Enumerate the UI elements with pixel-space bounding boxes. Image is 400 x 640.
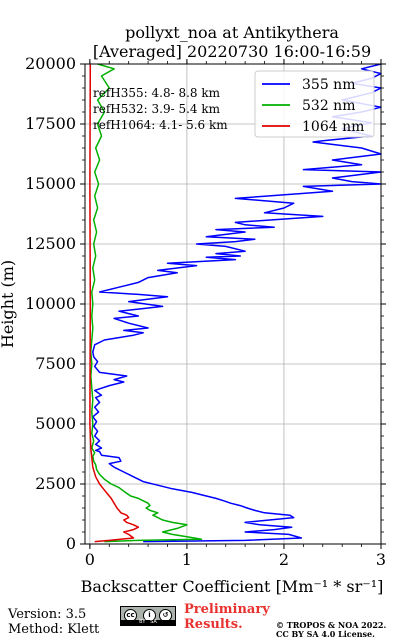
y-tick-label: 10000 bbox=[25, 294, 76, 313]
y-axis-label: Height (m) bbox=[0, 260, 17, 348]
legend-box bbox=[254, 70, 375, 138]
y-tick-label: 12500 bbox=[25, 234, 76, 253]
x-tick-label: 1 bbox=[182, 550, 192, 569]
y-tick-label: 0 bbox=[66, 534, 76, 553]
legend-label: 532 nm bbox=[302, 98, 355, 114]
y-tick-label: 7500 bbox=[35, 354, 76, 373]
y-tick-label: 5000 bbox=[35, 414, 76, 433]
chart-subtitle: [Averaged] 20220730 16:00-16:59 bbox=[93, 42, 371, 61]
x-tick-label: 3 bbox=[376, 550, 386, 569]
series-line-355-nm bbox=[92, 63, 382, 543]
reference-height-label: refH355: 4.8- 8.8 km bbox=[93, 86, 221, 100]
y-tick-label: 15000 bbox=[25, 174, 76, 193]
legend: 355 nm 532 nm 1064 nm bbox=[254, 70, 375, 138]
legend-label: 1064 nm bbox=[302, 119, 364, 135]
version-text: Version: 3.5 bbox=[8, 607, 87, 622]
legend-label: 355 nm bbox=[302, 77, 355, 93]
copyright-text: © TROPOS & NOA 2022. bbox=[276, 620, 387, 630]
preliminary-line-1: Preliminary bbox=[184, 602, 270, 617]
method-text: Method: Klett bbox=[8, 622, 100, 637]
preliminary-line-2: Results. bbox=[184, 617, 243, 632]
x-tick-label: 2 bbox=[279, 550, 289, 569]
series-lines bbox=[89, 63, 382, 543]
reference-height-annotations: refH355: 4.8- 8.8 km refH532: 3.9- 5.4 km… bbox=[93, 86, 228, 132]
x-tick-label: 0 bbox=[85, 550, 95, 569]
y-tick-label: 17500 bbox=[25, 114, 76, 133]
chart-title: pollyxt_noa at Antikythera bbox=[125, 23, 339, 42]
series-line-532-nm bbox=[90, 63, 203, 543]
series-line-1064-nm bbox=[89, 63, 140, 543]
x-axis-label: Backscatter Coefficient [Mm⁻¹ * sr⁻¹] bbox=[81, 577, 384, 596]
lidar-profile-chart: pollyxt_noa at Antikythera [Averaged] 20… bbox=[0, 23, 386, 596]
reference-height-label: refH532: 3.9- 5.4 km bbox=[93, 102, 221, 116]
y-tick-label: 2500 bbox=[35, 474, 76, 493]
y-tick-label: 20000 bbox=[25, 54, 76, 73]
cc-by-sa-logo: cc i ↺ BY SA bbox=[120, 606, 176, 626]
license-text: CC BY SA 4.0 License. bbox=[276, 629, 375, 639]
preliminary-results: Preliminary Results. bbox=[184, 602, 270, 632]
reference-height-label: refH1064: 4.1- 5.6 km bbox=[93, 118, 228, 132]
axis-ticks: 0 1 2 3 0 2500 5000 7500 10000 12500 15000 17500 200… bbox=[25, 54, 386, 569]
